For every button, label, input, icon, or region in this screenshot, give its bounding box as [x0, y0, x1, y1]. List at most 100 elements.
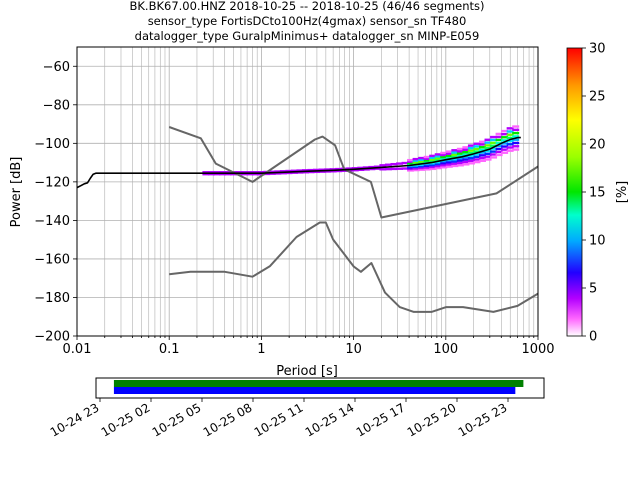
psd-cell	[384, 163, 392, 166]
psd-cell	[512, 138, 520, 141]
psd-cell	[456, 161, 464, 165]
psd-cell	[501, 139, 509, 142]
psd-cell	[501, 148, 509, 151]
psd-cell	[434, 161, 442, 164]
psd-cell	[484, 147, 492, 150]
timeline-tick-label: 10-25 02	[99, 400, 153, 439]
psd-cell	[296, 171, 304, 174]
x-tick-label: 1000	[521, 342, 554, 357]
grid	[76, 47, 538, 337]
psd-cell	[434, 157, 442, 160]
chart-title: BK.BK67.00.HNZ 2018-10-25 -- 2018-10-25 …	[129, 0, 484, 43]
psd-cell	[301, 169, 309, 172]
psd-cell	[467, 154, 475, 157]
psd-cell	[418, 156, 426, 160]
psd-cell	[462, 146, 470, 149]
psd-cell	[484, 138, 492, 142]
psd-cell	[490, 153, 498, 156]
psd-cell	[478, 146, 486, 149]
psd-cell	[202, 171, 210, 174]
psd-cell	[445, 165, 453, 168]
psd-cell	[346, 169, 354, 172]
psd-cell	[506, 146, 514, 149]
psd-cell	[445, 150, 453, 153]
x-tick-label: 0.1	[159, 342, 180, 357]
psd-cell	[412, 168, 420, 172]
psd-cell	[462, 158, 470, 161]
psd-cell	[429, 160, 437, 163]
psd-cell	[235, 171, 243, 174]
psd-cell	[478, 159, 486, 162]
psd-cell	[512, 148, 520, 151]
psd-cell	[313, 168, 321, 172]
psd-cell	[484, 158, 492, 161]
psd-cell	[418, 163, 426, 166]
psd-cell	[257, 172, 265, 176]
mode-line	[76, 136, 521, 189]
psd-cell	[451, 158, 459, 161]
y-tick-label: −180	[34, 291, 70, 306]
psd-cell	[362, 166, 370, 169]
timeline-tick-label: 10-25 20	[405, 400, 459, 439]
psd-cell	[501, 132, 509, 136]
psd-cell	[462, 148, 470, 151]
psd-cell	[407, 167, 415, 171]
psd-cell	[473, 147, 481, 151]
psd-cell	[451, 164, 459, 168]
psd-cell	[456, 147, 464, 151]
psd-cell	[401, 161, 409, 165]
psd-cell	[473, 142, 481, 145]
psd-cell	[473, 155, 481, 159]
y-tick-label: −100	[34, 137, 70, 152]
psd-cell	[213, 171, 221, 174]
psd-cell	[478, 154, 486, 157]
psd-cell	[484, 144, 492, 147]
psd-cell	[241, 171, 249, 174]
psd-cell	[495, 132, 503, 136]
psd-cell	[495, 141, 503, 145]
timeline-tick-label: 10-25 11	[252, 400, 306, 439]
timeline-tick-label: 10-25 17	[354, 400, 408, 439]
psd-cell	[506, 133, 514, 136]
psd-cell	[484, 152, 492, 156]
psd-cell	[484, 141, 492, 144]
psd-cell	[390, 167, 398, 171]
psd-cell	[423, 159, 431, 162]
psd-cell	[451, 151, 459, 154]
psd-cell	[506, 130, 514, 133]
psd-cell	[373, 167, 381, 170]
psd-cell	[451, 149, 459, 152]
psd-cell	[478, 148, 486, 152]
title-line-3: datalogger_type GuralpMinimus+ datalogge…	[135, 29, 480, 43]
psd-cell	[512, 135, 520, 138]
x-tick-label: 1	[257, 342, 265, 357]
psd-cell	[362, 168, 370, 171]
timeline-bar-data-available	[113, 380, 524, 387]
psd-cell	[440, 166, 448, 169]
title-line-2: sensor_type FortisDCto100Hz(4gmax) senso…	[148, 14, 467, 28]
psd-cell	[462, 163, 470, 166]
psd-cell	[512, 131, 520, 135]
y-axis-label: Power [dB]	[9, 157, 24, 228]
x-tick-label: 10	[345, 342, 362, 357]
psd-cell	[423, 155, 431, 159]
psd-cell	[512, 128, 520, 132]
psd-cell	[202, 172, 210, 176]
psd-cell	[357, 168, 365, 172]
psd-cell	[440, 153, 448, 157]
colorbar-ticks: 0 5 10 15 20 25 30	[582, 42, 606, 345]
psd-cell	[246, 172, 254, 176]
psd-cell	[429, 156, 437, 159]
psd-cell	[390, 162, 398, 166]
x-ticks: 0.01 0.1 1 10 100 1000	[63, 336, 555, 357]
psd-cell	[440, 164, 448, 167]
psd-cell	[252, 172, 260, 176]
psd-cell	[379, 168, 387, 171]
psd-cell	[224, 172, 232, 176]
psd-cell	[440, 151, 448, 155]
psd-cell	[440, 155, 448, 159]
psd-cell	[501, 151, 509, 154]
psd-cell	[501, 145, 509, 148]
x-tick-label: 100	[433, 342, 458, 357]
psd-cell	[484, 149, 492, 153]
